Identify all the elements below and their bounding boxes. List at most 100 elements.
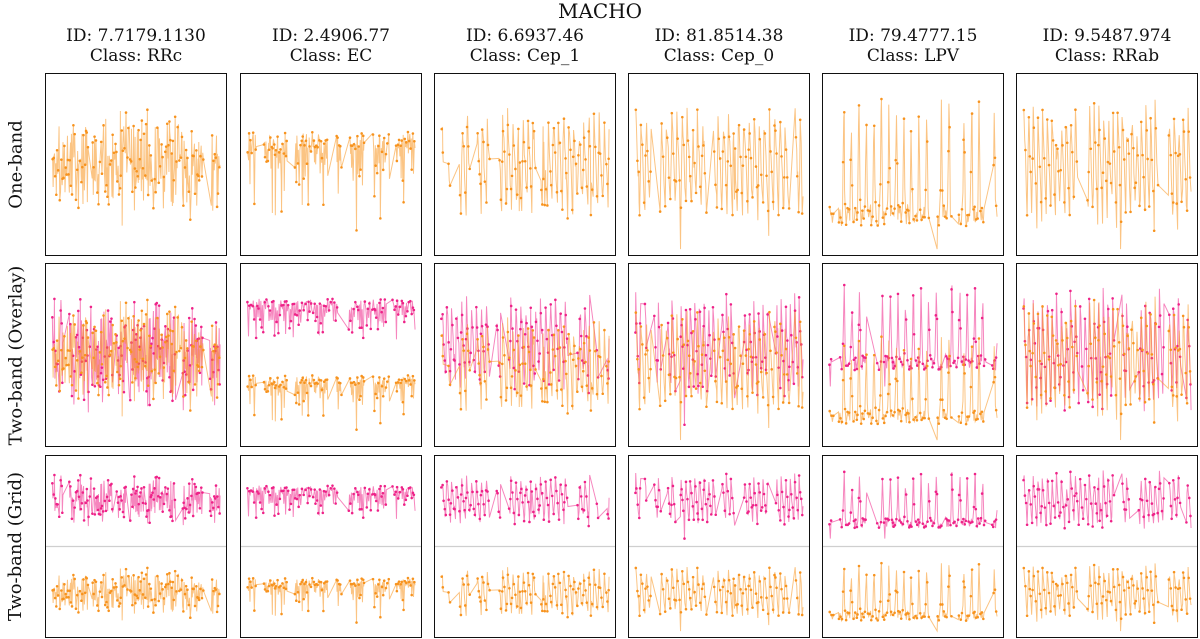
data-point bbox=[251, 490, 254, 493]
data-point bbox=[903, 117, 906, 120]
data-point bbox=[981, 207, 984, 210]
lightcurve-panel-r2-c1 bbox=[45, 263, 227, 447]
data-point bbox=[1072, 509, 1075, 512]
data-point bbox=[145, 515, 148, 518]
data-point bbox=[750, 157, 753, 160]
data-point bbox=[728, 135, 731, 138]
data-point bbox=[858, 340, 861, 343]
data-point bbox=[165, 145, 168, 148]
data-point bbox=[131, 505, 134, 508]
data-point bbox=[607, 157, 610, 160]
data-point bbox=[362, 337, 365, 340]
data-point bbox=[948, 574, 951, 577]
data-point bbox=[880, 562, 883, 565]
data-point bbox=[1172, 479, 1175, 482]
data-point bbox=[295, 402, 298, 405]
data-point bbox=[248, 375, 251, 378]
data-point bbox=[662, 354, 665, 357]
data-point bbox=[564, 589, 567, 592]
data-point bbox=[257, 307, 260, 310]
data-point bbox=[886, 207, 889, 210]
data-point bbox=[102, 574, 105, 577]
data-point bbox=[545, 387, 548, 390]
data-point bbox=[702, 144, 705, 147]
data-point bbox=[105, 184, 108, 187]
data-point bbox=[1039, 592, 1042, 595]
data-point bbox=[1052, 581, 1055, 584]
data-point bbox=[594, 583, 597, 586]
data-point bbox=[458, 510, 461, 513]
data-point bbox=[685, 481, 688, 484]
data-point bbox=[102, 124, 105, 127]
data-point bbox=[72, 314, 75, 317]
data-point bbox=[118, 605, 121, 608]
data-point bbox=[1153, 229, 1156, 232]
data-point bbox=[298, 183, 301, 186]
data-point bbox=[265, 485, 268, 488]
data-point bbox=[525, 322, 528, 325]
data-point bbox=[501, 590, 504, 593]
data-point bbox=[945, 355, 948, 358]
data-point bbox=[1031, 157, 1034, 160]
data-point bbox=[533, 576, 536, 579]
data-point bbox=[194, 192, 197, 195]
data-point bbox=[447, 163, 450, 166]
data-point bbox=[73, 578, 76, 581]
data-point bbox=[860, 422, 863, 425]
data-point bbox=[687, 340, 690, 343]
data-point bbox=[476, 491, 479, 494]
data-point bbox=[1153, 421, 1156, 424]
data-point bbox=[1055, 144, 1058, 147]
data-point bbox=[267, 490, 270, 493]
data-point bbox=[97, 509, 100, 512]
data-point bbox=[285, 588, 288, 591]
data-point bbox=[743, 329, 746, 332]
data-point bbox=[170, 586, 173, 589]
data-point bbox=[129, 519, 132, 522]
data-point bbox=[1051, 309, 1054, 312]
series-line bbox=[830, 563, 997, 631]
data-point bbox=[1057, 364, 1060, 367]
data-point bbox=[190, 576, 193, 579]
data-point bbox=[468, 593, 471, 596]
data-point bbox=[1144, 612, 1147, 615]
data-point bbox=[444, 370, 447, 373]
data-point bbox=[740, 387, 743, 390]
data-point bbox=[353, 381, 356, 384]
data-point bbox=[307, 301, 310, 304]
data-point bbox=[180, 588, 183, 591]
data-point bbox=[887, 599, 890, 602]
data-point bbox=[906, 520, 909, 523]
data-point bbox=[134, 186, 137, 189]
data-point bbox=[100, 581, 103, 584]
column-header-2: ID: 2.4906.77 Class: EC bbox=[230, 26, 432, 66]
data-point bbox=[322, 203, 325, 206]
data-point bbox=[1031, 589, 1034, 592]
data-point bbox=[729, 165, 732, 168]
data-point bbox=[1043, 352, 1046, 355]
lightcurve-plot bbox=[435, 74, 615, 255]
data-point bbox=[410, 313, 413, 316]
data-point bbox=[581, 602, 584, 605]
data-point bbox=[381, 385, 384, 388]
data-point bbox=[788, 365, 791, 368]
data-point bbox=[1098, 324, 1101, 327]
data-point bbox=[928, 328, 931, 331]
data-point bbox=[192, 389, 195, 392]
data-point bbox=[601, 606, 604, 609]
data-point bbox=[175, 351, 178, 354]
data-point bbox=[984, 358, 987, 361]
data-point bbox=[678, 599, 681, 602]
data-point bbox=[394, 491, 397, 494]
data-point bbox=[692, 129, 695, 132]
data-point bbox=[965, 520, 968, 523]
data-point bbox=[639, 322, 642, 325]
data-point bbox=[200, 486, 203, 489]
data-point bbox=[68, 313, 71, 316]
data-point bbox=[172, 581, 175, 584]
data-point bbox=[1055, 292, 1058, 295]
data-point bbox=[782, 401, 785, 404]
data-point bbox=[407, 131, 410, 134]
data-point bbox=[304, 303, 307, 306]
data-point bbox=[520, 607, 523, 610]
